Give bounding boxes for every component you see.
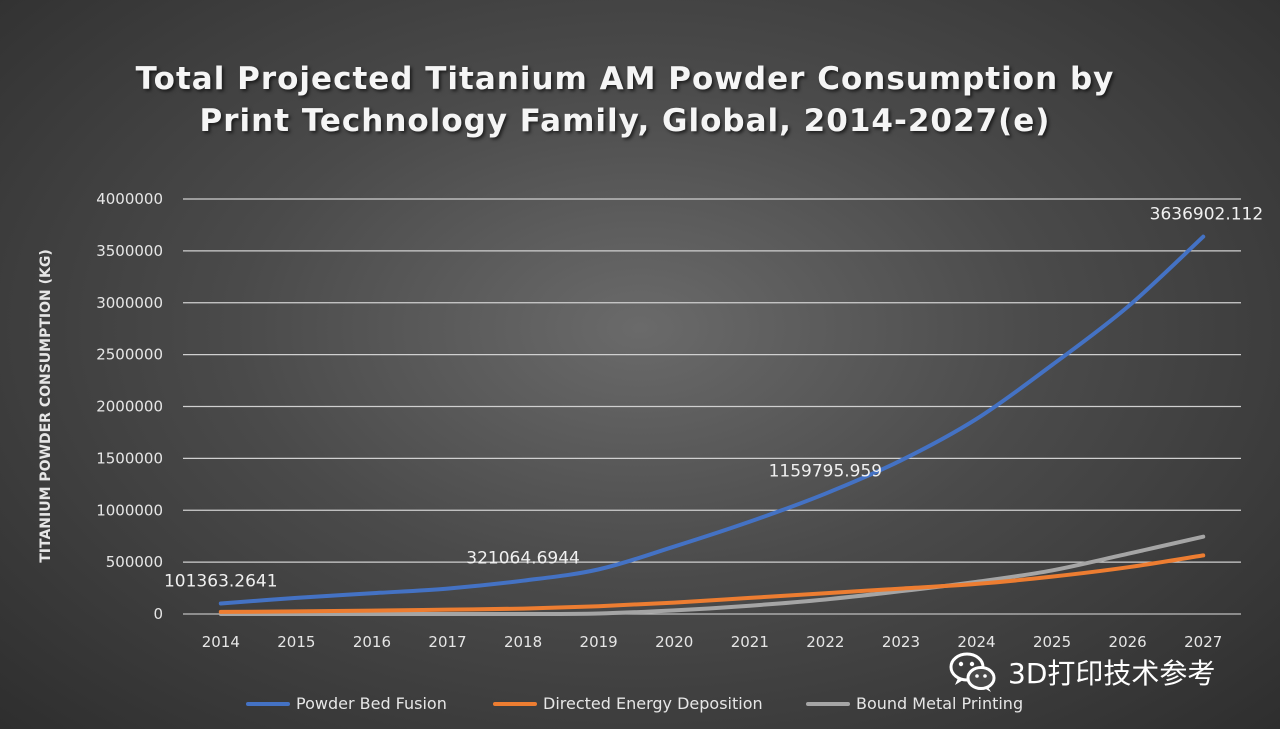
y-axis-label: TITANIUM POWDER CONSUMPTION (KG) <box>38 249 54 563</box>
series-line-directed-energy-deposition <box>218 553 1206 614</box>
y-tick-label: 1000000 <box>96 501 163 519</box>
y-tick-label: 2000000 <box>96 398 163 416</box>
x-tick-label: 2019 <box>580 633 618 651</box>
watermark-text: 3D打印技术参考 <box>1008 657 1216 690</box>
y-tick-label: 2500000 <box>96 346 163 364</box>
legend-label: Powder Bed Fusion <box>296 694 447 713</box>
watermark: 3D打印技术参考 <box>948 650 1215 694</box>
y-tick-label: 3500000 <box>96 242 163 260</box>
x-tick-label: 2016 <box>353 633 391 651</box>
series-line-bound-metal-printing <box>218 534 1206 617</box>
x-tick-label: 2018 <box>504 633 542 651</box>
x-tick-label: 2023 <box>882 633 920 651</box>
legend-label: Directed Energy Deposition <box>543 694 763 713</box>
x-tick-label: 2020 <box>655 633 693 651</box>
x-tick-label: 2021 <box>731 633 769 651</box>
chart-title-line-1: Total Projected Titanium AM Powder Consu… <box>135 61 1115 97</box>
y-tick-label: 0 <box>153 605 163 623</box>
legend-swatch <box>493 701 537 706</box>
x-tick-label: 2017 <box>428 633 466 651</box>
legend-label: Bound Metal Printing <box>856 694 1024 713</box>
data-label: 321064.6944 <box>466 549 580 569</box>
y-tick-label: 3000000 <box>96 294 163 312</box>
legend-swatch <box>806 701 850 706</box>
y-tick-label: 1500000 <box>96 449 163 467</box>
x-tick-label: 2026 <box>1109 633 1147 651</box>
data-label: 3636902.112 <box>1150 205 1264 225</box>
wechat-icon <box>949 652 996 692</box>
legend-swatch <box>246 701 290 706</box>
chart-title-line-2: Print Technology Family, Global, 2014-20… <box>199 103 1051 139</box>
data-label: 101363.2641 <box>164 571 278 591</box>
y-tick-label: 500000 <box>106 553 163 571</box>
x-tick-label: 2014 <box>202 633 240 651</box>
legend-item-powder-bed-fusion: Powder Bed Fusion <box>246 694 447 713</box>
data-label: 1159795.959 <box>769 462 883 482</box>
x-tick-label: 2015 <box>277 633 315 651</box>
legend-item-bound-metal-printing: Bound Metal Printing <box>806 694 1023 713</box>
x-tick-label: 2025 <box>1033 633 1071 651</box>
y-tick-label: 4000000 <box>96 190 163 208</box>
legend-item-directed-energy-deposition: Directed Energy Deposition <box>493 694 763 713</box>
series-line-powder-bed-fusion <box>218 234 1206 606</box>
chart-legend: Powder Bed Fusion Directed Energy Deposi… <box>0 694 1280 718</box>
x-tick-label: 2022 <box>806 633 844 651</box>
x-tick-label: 2027 <box>1184 633 1222 651</box>
chart-title: Total Projected Titanium AM Powder Consu… <box>125 58 1125 142</box>
x-tick-label: 2024 <box>957 633 995 651</box>
